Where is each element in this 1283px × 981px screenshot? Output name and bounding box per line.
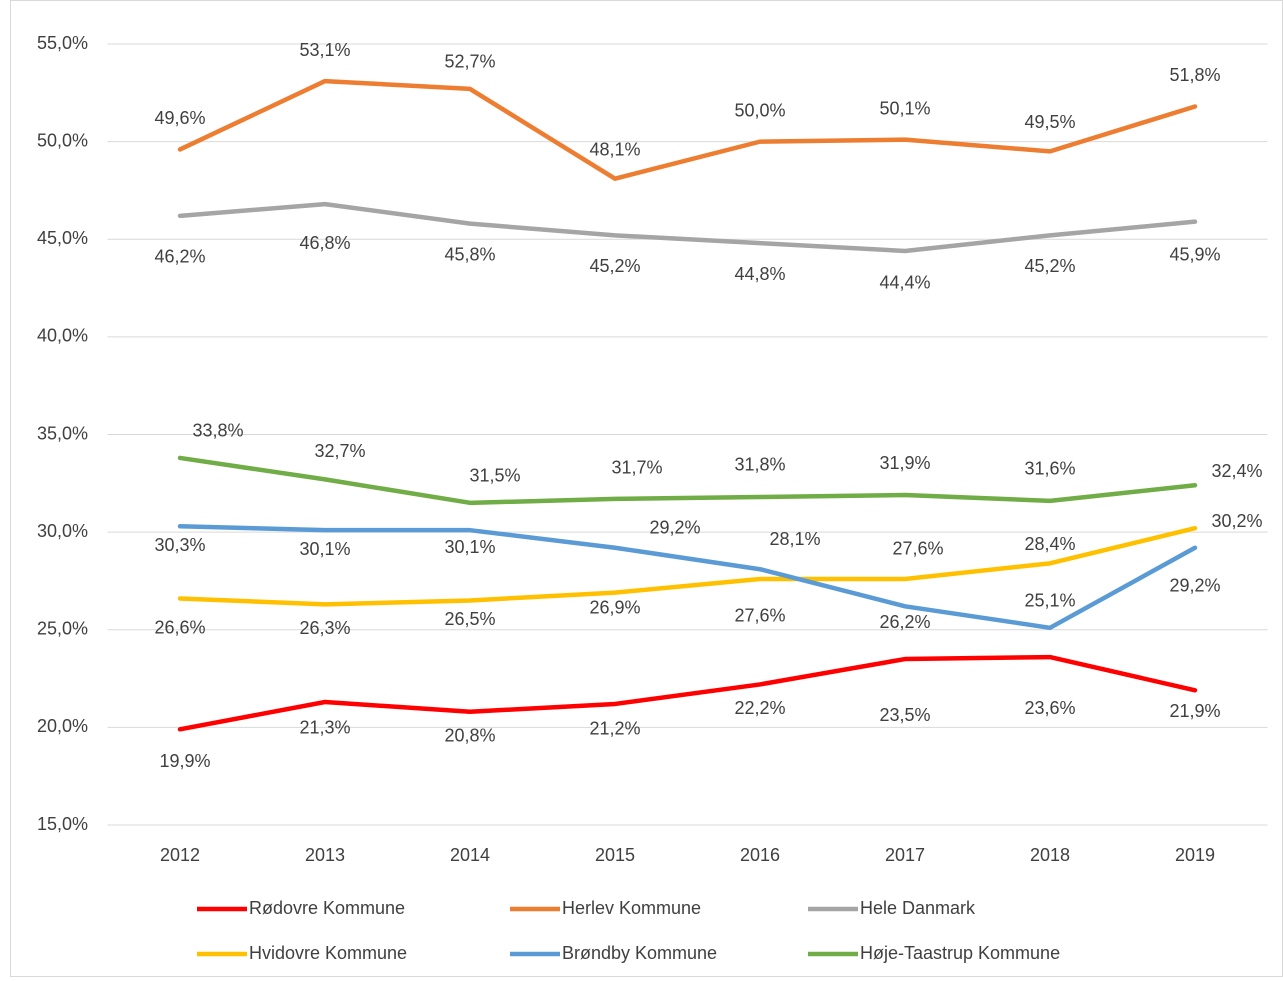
x-tick-label: 2014 — [450, 845, 490, 865]
data-label: 19,9% — [159, 751, 210, 771]
data-label: 44,4% — [879, 273, 930, 293]
data-label: 45,2% — [589, 256, 640, 276]
data-label: 21,2% — [589, 719, 640, 739]
data-label: 28,1% — [769, 529, 820, 549]
y-tick-label: 50,0% — [37, 130, 88, 150]
x-tick-label: 2015 — [595, 845, 635, 865]
legend-label: Rødovre Kommune — [249, 898, 405, 918]
data-label: 25,1% — [1024, 591, 1075, 611]
data-label: 48,1% — [589, 139, 640, 159]
series-line — [177, 524, 1198, 631]
data-label: 50,1% — [879, 98, 930, 118]
legend-label: Hvidovre Kommune — [249, 943, 407, 963]
data-label: 26,2% — [879, 612, 930, 632]
data-label: 30,1% — [444, 537, 495, 557]
x-tick-label: 2019 — [1175, 845, 1215, 865]
data-label: 22,2% — [734, 698, 785, 718]
y-tick-label: 25,0% — [37, 619, 88, 639]
legend-label: Høje-Taastrup Kommune — [860, 943, 1060, 963]
data-label: 49,5% — [1024, 112, 1075, 132]
data-label: 29,2% — [649, 517, 700, 537]
data-label: 53,1% — [299, 40, 350, 60]
y-tick-label: 40,0% — [37, 326, 88, 346]
data-label: 27,6% — [734, 606, 785, 626]
series-line — [177, 201, 1198, 254]
data-label: 31,9% — [879, 453, 930, 473]
y-tick-label: 20,0% — [37, 716, 88, 736]
y-tick-label: 55,0% — [37, 33, 88, 53]
data-label: 32,4% — [1211, 461, 1262, 481]
data-label: 52,7% — [444, 52, 495, 72]
legend-label: Herlev Kommune — [562, 898, 701, 918]
data-label: 27,6% — [892, 539, 943, 559]
data-label: 46,8% — [299, 233, 350, 253]
data-label: 26,9% — [589, 597, 640, 617]
data-label: 49,6% — [154, 108, 205, 128]
data-label: 21,3% — [299, 718, 350, 738]
data-label: 46,2% — [154, 247, 205, 267]
data-label: 45,9% — [1169, 244, 1220, 264]
chart-border — [10, 0, 1283, 977]
data-label: 45,8% — [444, 244, 495, 264]
legend-label: Hele Danmark — [860, 898, 976, 918]
data-label: 23,5% — [879, 705, 930, 725]
y-tick-label: 45,0% — [37, 228, 88, 248]
data-label: 31,5% — [469, 466, 520, 486]
data-label: 30,3% — [154, 535, 205, 555]
series-line — [177, 525, 1198, 607]
data-label: 32,7% — [314, 441, 365, 461]
data-label: 31,7% — [611, 458, 662, 478]
data-label: 29,2% — [1169, 575, 1220, 595]
data-label: 28,4% — [1024, 534, 1075, 554]
data-label: 45,2% — [1024, 256, 1075, 276]
data-label: 51,8% — [1169, 65, 1220, 85]
series-line — [177, 78, 1198, 181]
x-tick-label: 2013 — [305, 845, 345, 865]
x-tick-label: 2018 — [1030, 845, 1070, 865]
y-tick-label: 30,0% — [37, 521, 88, 541]
data-label: 30,1% — [299, 539, 350, 559]
data-label: 50,0% — [734, 100, 785, 120]
data-label: 20,8% — [444, 726, 495, 746]
series-line — [177, 455, 1198, 506]
data-label: 31,6% — [1024, 459, 1075, 479]
y-tick-label: 15,0% — [37, 814, 88, 834]
data-label: 44,8% — [734, 264, 785, 284]
data-label: 26,6% — [154, 617, 205, 637]
data-label: 21,9% — [1169, 701, 1220, 721]
data-label: 23,6% — [1024, 698, 1075, 718]
series-line — [177, 654, 1198, 732]
x-tick-label: 2012 — [160, 845, 200, 865]
x-tick-label: 2017 — [885, 845, 925, 865]
data-label: 33,8% — [192, 421, 243, 441]
x-tick-label: 2016 — [740, 845, 780, 865]
data-label: 30,2% — [1211, 511, 1262, 531]
legend-label: Brøndby Kommune — [562, 943, 717, 963]
y-tick-label: 35,0% — [37, 423, 88, 443]
data-label: 31,8% — [734, 455, 785, 475]
data-label: 26,3% — [299, 618, 350, 638]
data-label: 26,5% — [444, 609, 495, 629]
